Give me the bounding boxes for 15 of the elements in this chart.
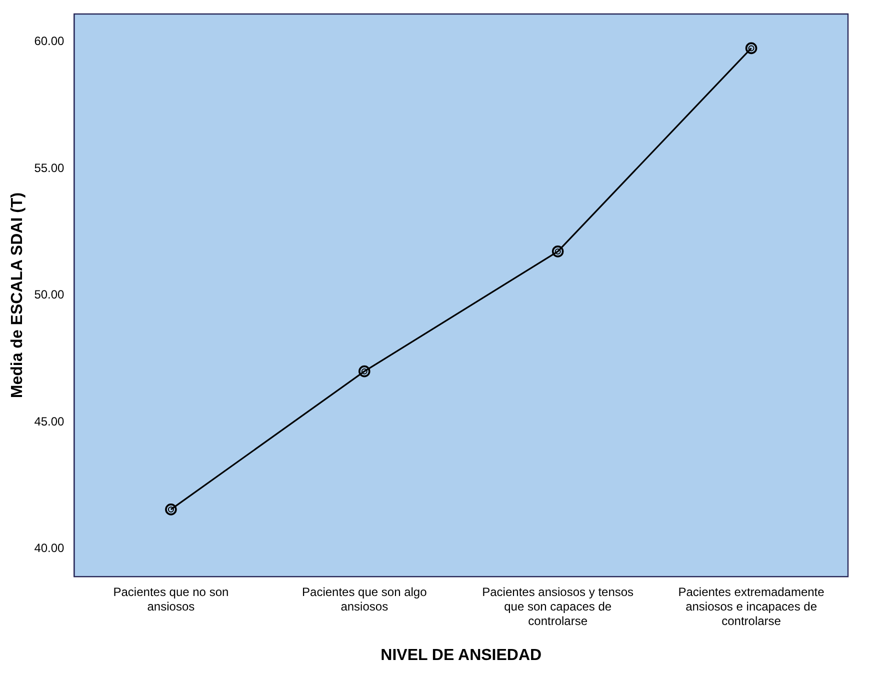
y-tick-label: 55.00 xyxy=(34,160,65,175)
point xyxy=(165,504,177,516)
y-tick-label: 60.00 xyxy=(34,34,65,48)
y-axis-title: Media de ESCALA SDAI (T) xyxy=(9,192,26,398)
x-tick-label: Pacientes que no son ansiosos xyxy=(113,585,229,614)
y-tick-label: 40.00 xyxy=(34,541,65,556)
y-tick-label: 50.00 xyxy=(34,288,65,302)
point xyxy=(552,246,564,258)
x-tick-label: Pacientes que son algo ansiosos xyxy=(302,585,428,614)
x-axis-title: NIVEL DE ANSIEDAD xyxy=(380,646,542,664)
point xyxy=(358,365,370,378)
x-tick-label: Pacientes ansiosos y tensos que son capaces de controlarse xyxy=(482,585,634,628)
x-tick-label: Pacientes extremadamente ansiosos e incapaces de controlarse xyxy=(678,585,825,628)
point xyxy=(745,42,758,54)
y-tick-label: 45.00 xyxy=(34,414,65,428)
